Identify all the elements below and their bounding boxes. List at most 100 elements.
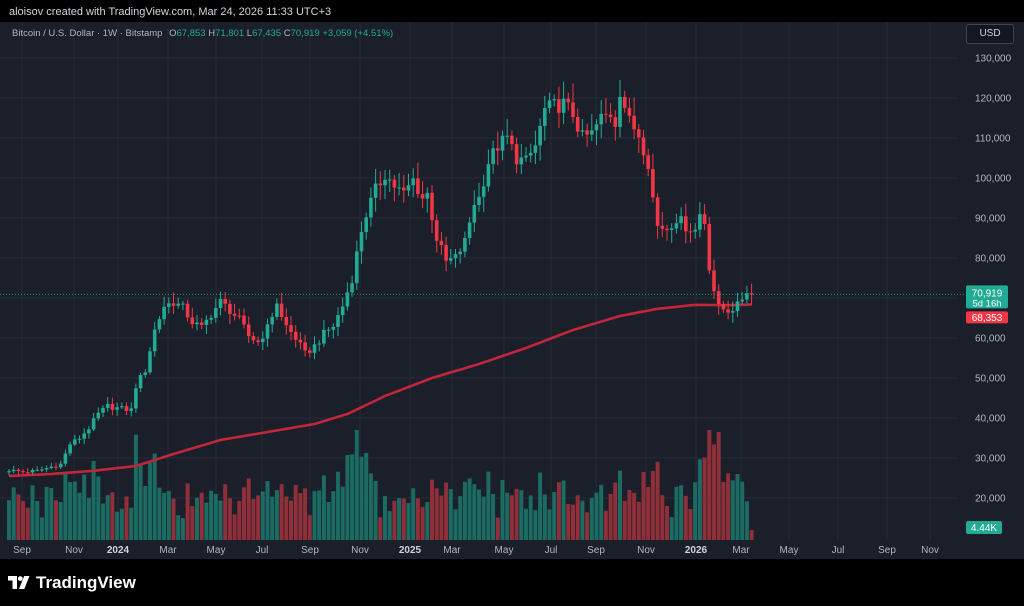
grid-lines (0, 22, 958, 540)
candle (148, 347, 152, 375)
volume-bar (213, 493, 218, 540)
volume-bar (218, 500, 223, 540)
open-value: 67,853 (176, 28, 206, 39)
volume-bar (190, 506, 195, 540)
volume-value-label: 4.44K (971, 523, 997, 534)
volume-bar (345, 454, 350, 540)
price-tick-label: 130,000 (975, 54, 1012, 65)
volume-bar (679, 485, 684, 540)
volume-bar (364, 452, 369, 540)
volume-bar (495, 517, 500, 540)
candle (669, 223, 674, 243)
candle (500, 130, 505, 161)
volume-bar (119, 508, 124, 540)
volume-bar (133, 434, 138, 540)
candle (707, 217, 712, 274)
price-tick-label: 60,000 (975, 334, 1006, 345)
volume-bar (101, 503, 105, 540)
candle (702, 203, 707, 231)
candle (444, 237, 448, 272)
currency-button[interactable]: USD (966, 24, 1014, 44)
candle (561, 81, 566, 125)
time-tick-label: Sep (13, 545, 31, 556)
volume-bar (730, 480, 735, 540)
price-chart[interactable]: 130,000 120,000 110,000 100,000 90,000 80,000… (0, 22, 1024, 559)
volume-bar (693, 482, 698, 540)
volume-bar (514, 488, 519, 540)
candle (115, 402, 119, 416)
volume-bar (392, 500, 397, 540)
candle (303, 334, 307, 357)
time-tick-label: 2024 (107, 545, 130, 556)
candle (726, 300, 730, 320)
candle (345, 282, 350, 311)
volume-bar (11, 487, 16, 540)
volume-bar (237, 500, 242, 540)
volume-bar (674, 486, 679, 540)
volume-bar (688, 508, 693, 540)
candle (152, 321, 157, 357)
volume-bar (707, 430, 712, 540)
candle (237, 308, 242, 320)
candle (491, 140, 495, 174)
candle (246, 316, 251, 343)
candle (557, 86, 561, 128)
time-tick-label: Mar (443, 545, 461, 556)
candle (458, 248, 462, 264)
candle (265, 318, 270, 347)
candle (73, 434, 77, 446)
volume-bar (538, 472, 543, 540)
open-label: O (169, 28, 177, 39)
candle (552, 94, 556, 107)
volume-bar (265, 480, 270, 540)
volume-bar (82, 474, 87, 540)
last-price-label-box (966, 285, 1008, 309)
candle (44, 465, 49, 473)
volume-bar (39, 517, 44, 540)
footer-brand: TradingView (8, 570, 136, 596)
volume-bar (227, 498, 232, 540)
candle (716, 284, 721, 315)
volume-bar (580, 500, 585, 540)
volume-bar (571, 504, 575, 540)
close-value: 70,919 (290, 28, 320, 39)
price-tick-label: 50,000 (975, 374, 1006, 385)
candle (199, 318, 204, 330)
volume-bar (359, 456, 364, 540)
candle (477, 182, 481, 212)
candle (693, 222, 697, 239)
candle (26, 468, 30, 476)
time-tick-label: 2026 (685, 545, 708, 556)
candle (575, 108, 580, 137)
volume-bar (397, 498, 402, 540)
volume-bar (622, 500, 627, 540)
candle (312, 336, 317, 360)
price-tick-label: 110,000 (975, 134, 1011, 145)
candle (383, 169, 387, 200)
candle (608, 103, 613, 123)
volume-bar (383, 496, 387, 540)
volume-bar (91, 460, 96, 540)
volume-bar (148, 462, 152, 540)
candle (181, 300, 185, 311)
time-tick-label: Jul (256, 545, 269, 556)
volume-bar (350, 454, 355, 540)
volume-bar (44, 486, 49, 540)
candle (660, 212, 665, 238)
volume-bar (472, 484, 477, 540)
candle (411, 167, 415, 198)
volume-bar (603, 510, 608, 540)
candle (209, 314, 213, 325)
volume-bar (420, 506, 425, 540)
volume-bar (195, 497, 199, 540)
volume-bar (368, 473, 373, 540)
price-tick-label: 40,000 (975, 414, 1006, 425)
volume-bar (650, 471, 655, 540)
candle (162, 296, 166, 325)
candle (627, 98, 632, 123)
volume-bar (72, 481, 77, 540)
volume-bar (599, 484, 604, 540)
price-tick-label: 30,000 (975, 454, 1006, 465)
volume-bar (636, 501, 641, 540)
candle (35, 466, 39, 472)
